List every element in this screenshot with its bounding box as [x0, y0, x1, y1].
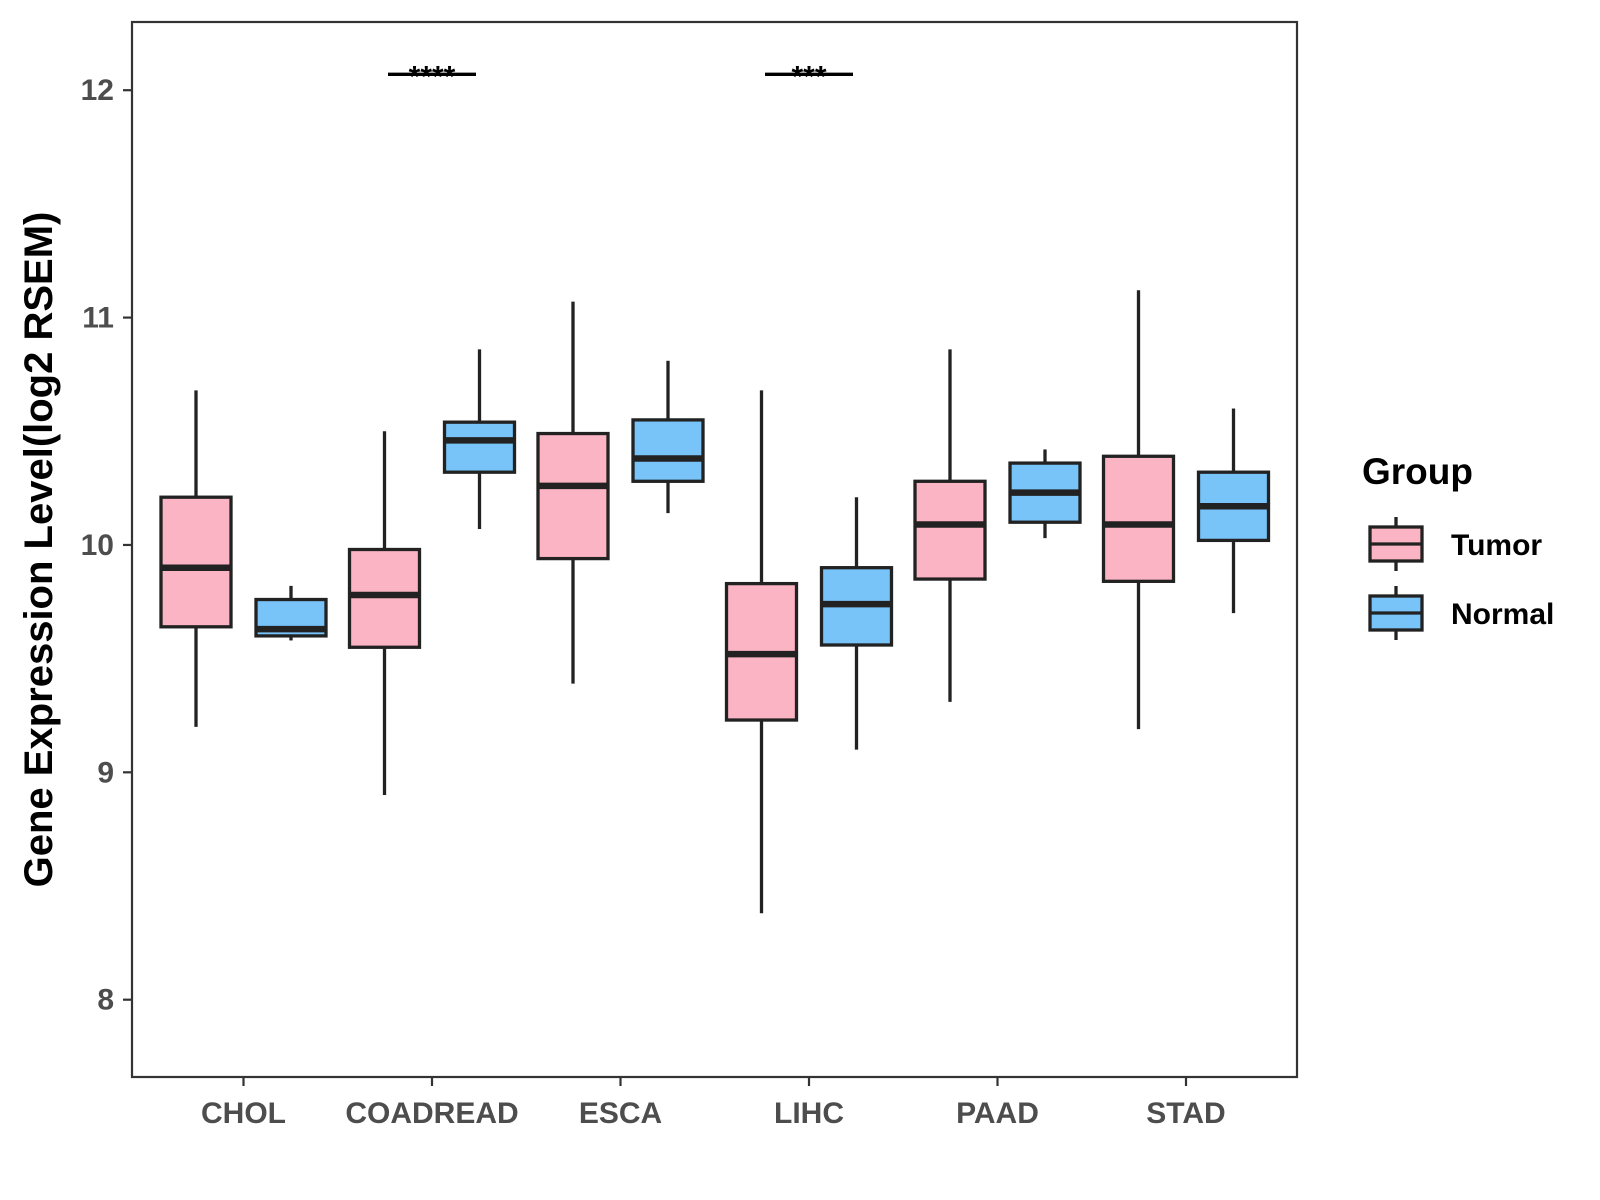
- box-normal-coadread: [442, 349, 517, 530]
- x-tick-label-chol: CHOL: [201, 1097, 286, 1130]
- legend: Group Tumor Normal: [1362, 451, 1554, 640]
- box-normal-stad: [1196, 408, 1271, 614]
- box-tumor-coadread: [347, 431, 422, 796]
- box-normal-esca: [631, 360, 705, 514]
- legend-title: Group: [1362, 451, 1473, 492]
- box-iqr: [442, 420, 517, 474]
- y-tick-label: 12: [81, 74, 114, 107]
- y-axis-title: Gene Expression Level(log2 RSEM): [17, 212, 61, 888]
- y-axis: 8 9 10 11 12: [81, 74, 132, 1017]
- legend-entry-tumor: Tumor: [1368, 517, 1542, 571]
- x-tick-label-paad: PAAD: [956, 1097, 1039, 1130]
- box-normal-lihc: [819, 497, 894, 750]
- legend-label-normal: Normal: [1451, 598, 1554, 631]
- y-tick-label: 10: [81, 529, 114, 562]
- x-axis: CHOL COADREAD ESCA LIHC PAAD STAD: [201, 1077, 1226, 1130]
- box-marks: [159, 290, 1271, 914]
- box-tumor-lihc: [724, 390, 799, 914]
- x-tick-label-lihc: LIHC: [774, 1097, 844, 1130]
- y-tick-label: 8: [97, 984, 114, 1017]
- box-iqr: [631, 418, 705, 483]
- box-iqr: [913, 479, 987, 581]
- significance-annotations: **** ***: [388, 60, 853, 93]
- significance-lihc: ***: [765, 60, 853, 93]
- significance-label: ****: [409, 60, 456, 93]
- box-normal-chol: [254, 585, 328, 641]
- box-normal-paad: [1008, 449, 1082, 539]
- significance-coadread: ****: [388, 60, 476, 93]
- x-tick-label-coadread: COADREAD: [345, 1097, 518, 1130]
- box-iqr: [1101, 454, 1176, 583]
- x-tick-label-stad: STAD: [1146, 1097, 1225, 1130]
- x-tick-label-esca: ESCA: [579, 1097, 662, 1130]
- legend-label-tumor: Tumor: [1451, 529, 1542, 562]
- box-iqr: [536, 431, 610, 561]
- box-tumor-paad: [913, 349, 987, 702]
- y-tick-label: 9: [97, 756, 114, 789]
- box-iqr: [159, 495, 233, 629]
- y-tick-label: 11: [82, 302, 114, 335]
- legend-entry-normal: Normal: [1368, 586, 1554, 640]
- box-tumor-esca: [536, 301, 610, 684]
- significance-label: ***: [791, 60, 826, 93]
- box-tumor-chol: [159, 390, 233, 727]
- box-tumor-stad: [1101, 290, 1176, 730]
- box-iqr: [347, 547, 422, 649]
